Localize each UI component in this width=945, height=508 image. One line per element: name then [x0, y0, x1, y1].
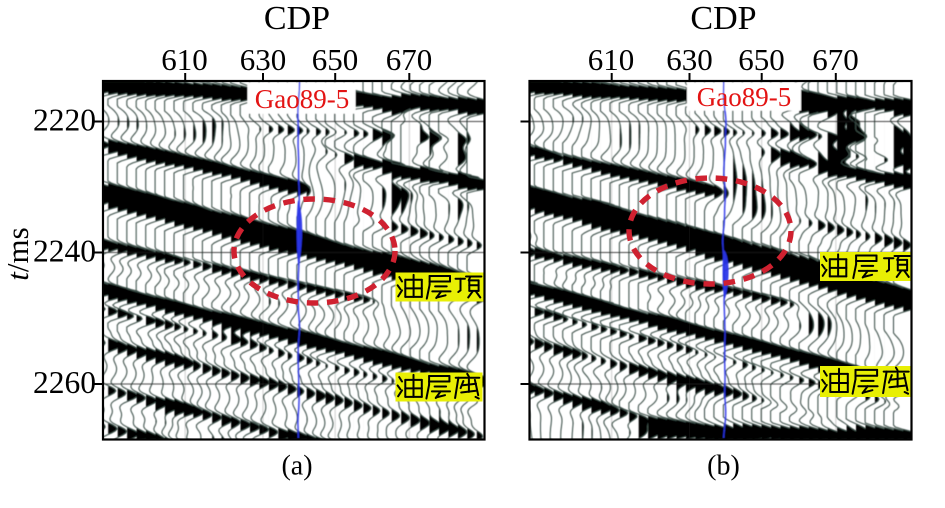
svg-text:2260: 2260 — [33, 365, 96, 400]
svg-text:Gao89-5: Gao89-5 — [255, 84, 349, 114]
svg-text:CDP: CDP — [690, 0, 756, 37]
svg-text:630: 630 — [666, 42, 713, 77]
svg-text:610: 610 — [161, 42, 208, 77]
svg-text:650: 650 — [738, 42, 785, 77]
svg-text:610: 610 — [588, 42, 635, 77]
svg-text:670: 670 — [386, 42, 433, 77]
svg-text:650: 650 — [312, 42, 359, 77]
svg-text:670: 670 — [812, 42, 859, 77]
svg-text:t/ms: t/ms — [0, 227, 35, 280]
svg-text:(b): (b) — [707, 451, 740, 482]
svg-text:CDP: CDP — [264, 0, 330, 37]
svg-text:Gao89-5: Gao89-5 — [697, 82, 791, 112]
svg-text:630: 630 — [240, 42, 287, 77]
svg-text:(a): (a) — [281, 451, 312, 482]
svg-text:2240: 2240 — [33, 234, 96, 269]
svg-text:2220: 2220 — [33, 103, 96, 138]
